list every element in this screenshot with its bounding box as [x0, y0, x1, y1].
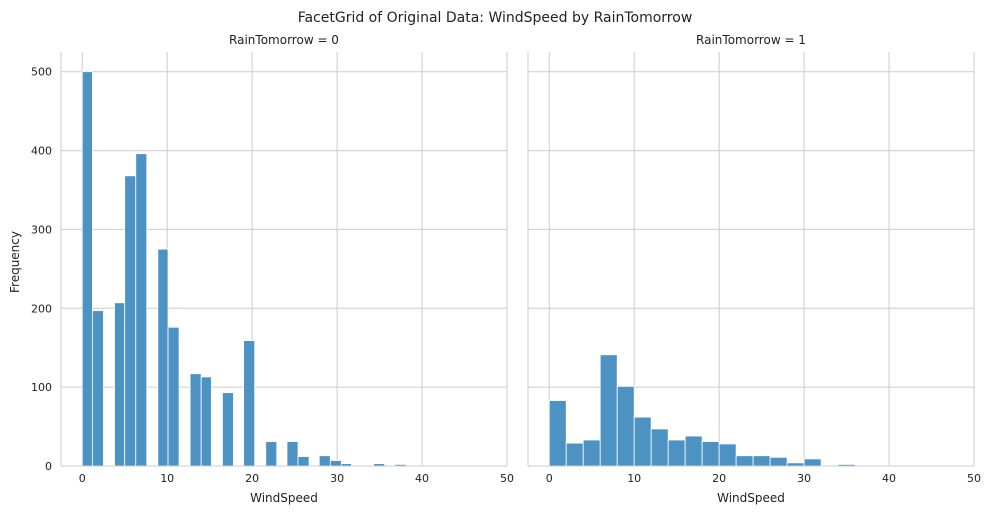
- x-tick-label: 50: [500, 472, 514, 485]
- histogram-bar: [633, 416, 652, 467]
- histogram-bar: [318, 455, 331, 467]
- x-tick-label: 20: [245, 472, 259, 485]
- x-tick-label: 50: [967, 472, 981, 485]
- histogram-bar: [803, 458, 822, 467]
- histogram-bar: [222, 392, 234, 467]
- y-tick-label: 200: [31, 302, 52, 315]
- histogram-bar: [752, 455, 771, 467]
- facet-panel-1: 0 10 20 30 40 50 WindSpeed RainTomorrow = 1: [527, 33, 981, 505]
- facet-title: RainTomorrow = 0: [229, 33, 339, 47]
- histogram-bar: [135, 153, 148, 467]
- histogram-bar: [157, 248, 169, 467]
- histogram-bar: [548, 400, 567, 467]
- y-tick-label: 100: [31, 381, 52, 394]
- x-tick-label: 10: [160, 472, 174, 485]
- histogram-bar: [582, 439, 601, 467]
- facet-panel-0: 0 10 20 30 40 500100200300400500WindSpeedRain…: [31, 33, 514, 505]
- x-tick-label: 30: [330, 472, 344, 485]
- histogram-bar: [124, 175, 137, 467]
- histogram-bar: [81, 71, 93, 467]
- y-tick-label: 500: [31, 66, 52, 79]
- histogram-bar: [599, 354, 618, 467]
- histogram-bar: [735, 455, 754, 467]
- histogram-bar: [200, 376, 212, 467]
- histogram-bar: [701, 441, 720, 467]
- x-tick-label: 10: [627, 472, 641, 485]
- histogram-bar: [265, 441, 278, 467]
- histogram-bar: [684, 435, 703, 467]
- x-axis-label: WindSpeed: [250, 491, 318, 505]
- facet-title: RainTomorrow = 1: [696, 33, 806, 47]
- histogram-bar: [667, 439, 686, 467]
- x-tick-label: 0: [79, 472, 86, 485]
- histogram-bar: [565, 442, 584, 467]
- histogram-bar: [167, 326, 180, 467]
- histogram-bar: [769, 456, 788, 467]
- y-tick-label: 400: [31, 145, 52, 158]
- y-tick-label: 0: [45, 460, 52, 473]
- histogram-bar: [286, 441, 299, 467]
- histogram-bar: [329, 460, 342, 467]
- x-tick-label: 0: [546, 472, 553, 485]
- x-tick-label: 40: [415, 472, 429, 485]
- histogram-bar: [616, 385, 635, 467]
- x-tick-label: 40: [882, 472, 896, 485]
- histogram-bar: [114, 302, 126, 467]
- y-axis-label: Frequency: [8, 231, 22, 293]
- histogram-bar: [243, 340, 256, 467]
- x-axis-label: WindSpeed: [717, 491, 785, 505]
- histogram-bar: [297, 456, 310, 467]
- histogram-bar: [92, 310, 104, 467]
- histogram-bar: [718, 443, 737, 467]
- y-tick-label: 300: [31, 223, 52, 236]
- histogram-bar: [189, 373, 202, 467]
- x-tick-label: 20: [712, 472, 726, 485]
- histogram-bar: [650, 428, 669, 467]
- x-tick-label: 30: [797, 472, 811, 485]
- chart-title: FacetGrid of Original Data: WindSpeed by…: [298, 10, 693, 26]
